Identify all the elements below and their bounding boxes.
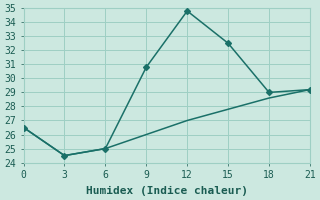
X-axis label: Humidex (Indice chaleur): Humidex (Indice chaleur) (86, 186, 248, 196)
